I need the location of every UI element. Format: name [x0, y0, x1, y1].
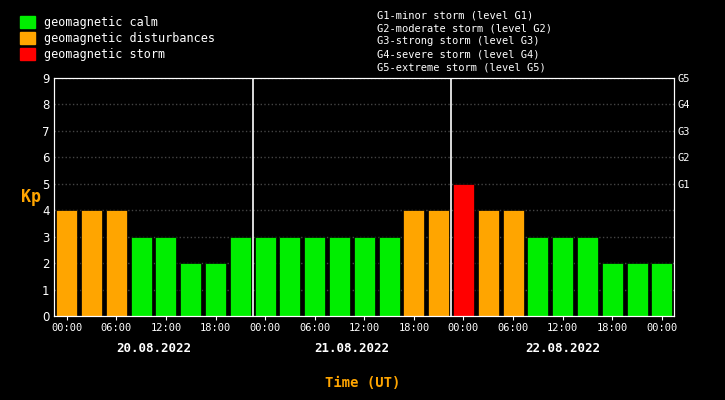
Bar: [106, 210, 127, 316]
Bar: [81, 210, 102, 316]
Text: Time (UT): Time (UT): [325, 376, 400, 390]
Bar: [378, 237, 399, 316]
Bar: [354, 237, 375, 316]
Y-axis label: Kp: Kp: [21, 188, 41, 206]
Bar: [279, 237, 300, 316]
Bar: [428, 210, 450, 316]
Bar: [577, 237, 598, 316]
Bar: [602, 263, 623, 316]
Bar: [57, 210, 78, 316]
Bar: [205, 263, 226, 316]
Bar: [155, 237, 176, 316]
Bar: [552, 237, 573, 316]
Text: 22.08.2022: 22.08.2022: [525, 342, 600, 355]
Bar: [651, 263, 672, 316]
Text: 20.08.2022: 20.08.2022: [116, 342, 191, 355]
Bar: [403, 210, 424, 316]
Text: G1-minor storm (level G1)
G2-moderate storm (level G2)
G3-strong storm (level G3: G1-minor storm (level G1) G2-moderate st…: [377, 10, 552, 73]
Bar: [304, 237, 326, 316]
Bar: [181, 263, 202, 316]
Bar: [329, 237, 350, 316]
Bar: [527, 237, 548, 316]
Text: 21.08.2022: 21.08.2022: [315, 342, 389, 355]
Bar: [230, 237, 251, 316]
Bar: [453, 184, 474, 316]
Bar: [502, 210, 523, 316]
Bar: [478, 210, 499, 316]
Bar: [130, 237, 152, 316]
Bar: [626, 263, 647, 316]
Legend: geomagnetic calm, geomagnetic disturbances, geomagnetic storm: geomagnetic calm, geomagnetic disturbanc…: [20, 16, 215, 61]
Bar: [254, 237, 276, 316]
